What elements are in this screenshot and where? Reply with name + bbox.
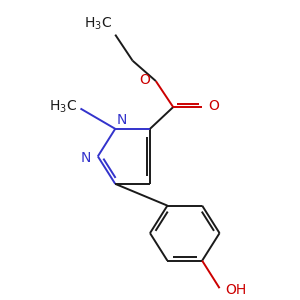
Text: O: O [208,99,219,112]
Text: N: N [117,113,127,128]
Text: H$_3$C: H$_3$C [50,99,78,115]
Text: N: N [80,151,91,165]
Text: H$_3$C: H$_3$C [84,15,112,32]
Text: OH: OH [225,283,247,297]
Text: O: O [139,73,150,87]
